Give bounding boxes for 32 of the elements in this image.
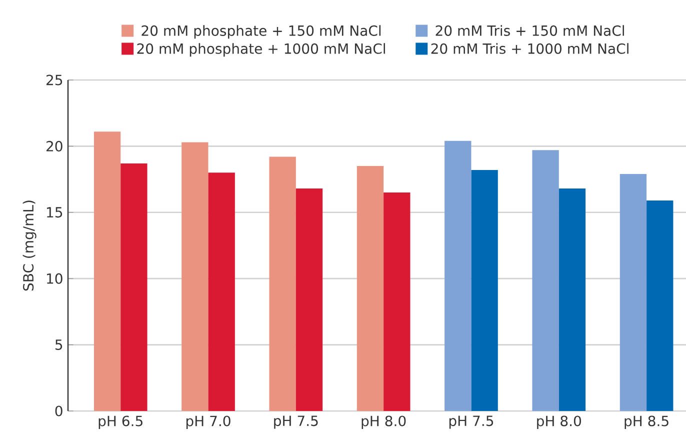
bar <box>182 142 208 411</box>
bar <box>444 140 472 411</box>
bar <box>356 166 384 411</box>
y-tick-label: 0 <box>55 406 62 416</box>
y-tick-label: 25 <box>46 74 62 86</box>
bar <box>94 132 121 411</box>
bar <box>296 188 323 411</box>
y-tick-label: 20 <box>46 140 62 152</box>
bar <box>532 150 559 411</box>
x-tick-label: pH 8.0 <box>537 416 581 429</box>
bar <box>269 156 296 411</box>
bar <box>208 172 235 411</box>
y-axis-title: SBC (mg/mL) <box>22 200 36 291</box>
bar <box>384 192 410 411</box>
bar <box>120 163 148 411</box>
y-tick-label: 10 <box>47 273 62 284</box>
legend-label: 20 mM phosphate + 150 mM NaCl <box>142 25 381 39</box>
x-tick-label: pH 7.0 <box>186 416 230 429</box>
bar <box>620 174 647 411</box>
x-tick-label: pH 8.0 <box>362 416 406 429</box>
x-tick-label: pH 8.5 <box>624 416 668 429</box>
bar <box>558 188 586 411</box>
bar <box>471 170 498 411</box>
legend-label: 20 mM phosphate + 1000 mM NaCl <box>137 43 385 57</box>
x-tick-label: pH 7.5 <box>449 416 494 429</box>
legend-label: 20 mM Tris + 1000 mM NaCl <box>431 43 628 54</box>
x-tick-label: pH 7.5 <box>274 416 318 429</box>
bar <box>646 200 674 411</box>
y-tick-label: 5 <box>55 340 62 350</box>
x-tick-label: pH 6.5 <box>98 416 142 429</box>
legend-label: 20 mM Tris + 150 mM NaCl <box>436 25 624 36</box>
y-tick-label: 15 <box>47 207 62 218</box>
